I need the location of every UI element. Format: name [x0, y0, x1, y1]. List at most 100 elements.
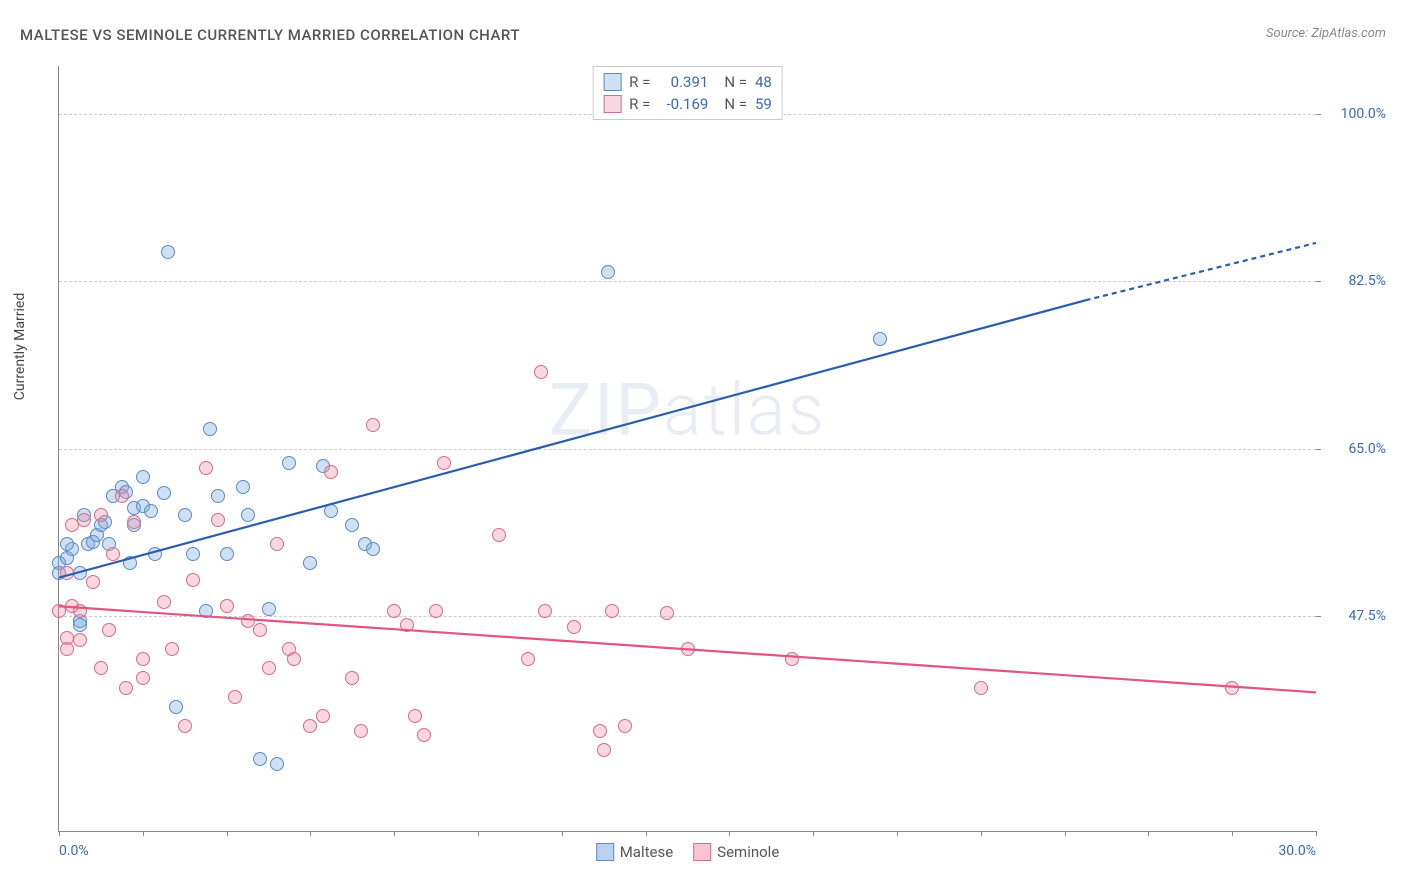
x-tick-mark — [143, 831, 144, 836]
scatter-point — [324, 504, 338, 518]
scatter-point — [601, 265, 615, 279]
scatter-point — [387, 604, 401, 618]
scatter-point — [417, 728, 431, 742]
scatter-point — [270, 757, 284, 771]
x-tick-mark — [1148, 831, 1149, 836]
scatter-point — [253, 623, 267, 637]
legend-swatch — [693, 843, 711, 861]
scatter-point — [186, 547, 200, 561]
chart-container: MALTESE VS SEMINOLE CURRENTLY MARRIED CO… — [10, 10, 1396, 882]
scatter-point — [974, 681, 988, 695]
scatter-point — [303, 556, 317, 570]
scatter-point — [136, 470, 150, 484]
y-tick-label: 47.5% — [1326, 608, 1386, 624]
scatter-point — [169, 700, 183, 714]
legend-stat-row: R =0.391N =48 — [603, 71, 772, 93]
scatter-point — [303, 719, 317, 733]
scatter-point — [161, 245, 175, 259]
scatter-point — [203, 422, 217, 436]
x-tick-mark — [729, 831, 730, 836]
scatter-point — [1225, 681, 1239, 695]
x-tick-mark — [646, 831, 647, 836]
x-tick-mark — [394, 831, 395, 836]
scatter-point — [282, 456, 296, 470]
scatter-point — [220, 599, 234, 613]
scatter-point — [94, 508, 108, 522]
x-tick-label: 30.0% — [1278, 843, 1316, 859]
x-tick-mark — [562, 831, 563, 836]
scatter-point — [60, 566, 74, 580]
x-tick-mark — [1232, 831, 1233, 836]
scatter-point — [115, 489, 129, 503]
x-tick-mark — [1065, 831, 1066, 836]
legend-item: Maltese — [596, 843, 673, 861]
scatter-point — [178, 508, 192, 522]
x-tick-mark — [310, 831, 311, 836]
scatter-point — [400, 618, 414, 632]
scatter-point — [73, 633, 87, 647]
gridline — [59, 449, 1316, 450]
scatter-point — [106, 547, 120, 561]
x-tick-mark — [813, 831, 814, 836]
scatter-point — [119, 681, 133, 695]
scatter-point — [94, 661, 108, 675]
legend-swatch — [596, 843, 614, 861]
y-tick-label: 82.5% — [1326, 273, 1386, 289]
scatter-point — [123, 556, 137, 570]
x-tick-mark — [478, 831, 479, 836]
scatter-point — [262, 602, 276, 616]
y-tick-mark — [1316, 114, 1321, 115]
chart-title: MALTESE VS SEMINOLE CURRENTLY MARRIED CO… — [20, 26, 520, 44]
scatter-point — [77, 513, 91, 527]
legend-stat-row: R =-0.169N =59 — [603, 93, 772, 115]
scatter-point — [60, 642, 74, 656]
x-tick-mark — [981, 831, 982, 836]
scatter-point — [534, 365, 548, 379]
scatter-point — [521, 652, 535, 666]
y-tick-label: 100.0% — [1326, 106, 1386, 122]
scatter-point — [211, 513, 225, 527]
scatter-point — [73, 604, 87, 618]
scatter-point — [873, 332, 887, 346]
scatter-point — [211, 489, 225, 503]
x-tick-mark — [227, 831, 228, 836]
legend-item: Seminole — [693, 843, 779, 861]
scatter-point — [354, 724, 368, 738]
scatter-point — [220, 547, 234, 561]
source-label: Source: ZipAtlas.com — [1266, 26, 1386, 41]
scatter-point — [429, 604, 443, 618]
scatter-point — [241, 614, 255, 628]
scatter-point — [127, 515, 141, 529]
scatter-point — [228, 690, 242, 704]
scatter-point — [262, 661, 276, 675]
scatter-point — [102, 623, 116, 637]
scatter-point — [241, 508, 255, 522]
y-tick-label: 65.0% — [1326, 441, 1386, 457]
legend-swatch — [603, 95, 621, 113]
scatter-point — [316, 709, 330, 723]
scatter-point — [144, 504, 158, 518]
scatter-point — [157, 486, 171, 500]
legend-stats: R =0.391N =48R =-0.169N =59 — [592, 66, 783, 120]
scatter-point — [597, 743, 611, 757]
scatter-point — [186, 573, 200, 587]
x-tick-mark — [59, 831, 60, 836]
scatter-point — [785, 652, 799, 666]
scatter-point — [492, 528, 506, 542]
scatter-point — [345, 518, 359, 532]
y-tick-mark — [1316, 449, 1321, 450]
scatter-point — [593, 724, 607, 738]
scatter-point — [366, 542, 380, 556]
y-tick-mark — [1316, 616, 1321, 617]
scatter-point — [236, 480, 250, 494]
scatter-point — [136, 671, 150, 685]
scatter-point — [73, 618, 87, 632]
scatter-point — [345, 671, 359, 685]
scatter-point — [567, 620, 581, 634]
plot-area: ZIPatlas R =0.391N =48R =-0.169N =59 Mal… — [58, 66, 1316, 832]
scatter-point — [270, 537, 284, 551]
legend-swatch — [603, 73, 621, 91]
scatter-point — [366, 418, 380, 432]
scatter-point — [60, 537, 74, 551]
scatter-point — [178, 719, 192, 733]
